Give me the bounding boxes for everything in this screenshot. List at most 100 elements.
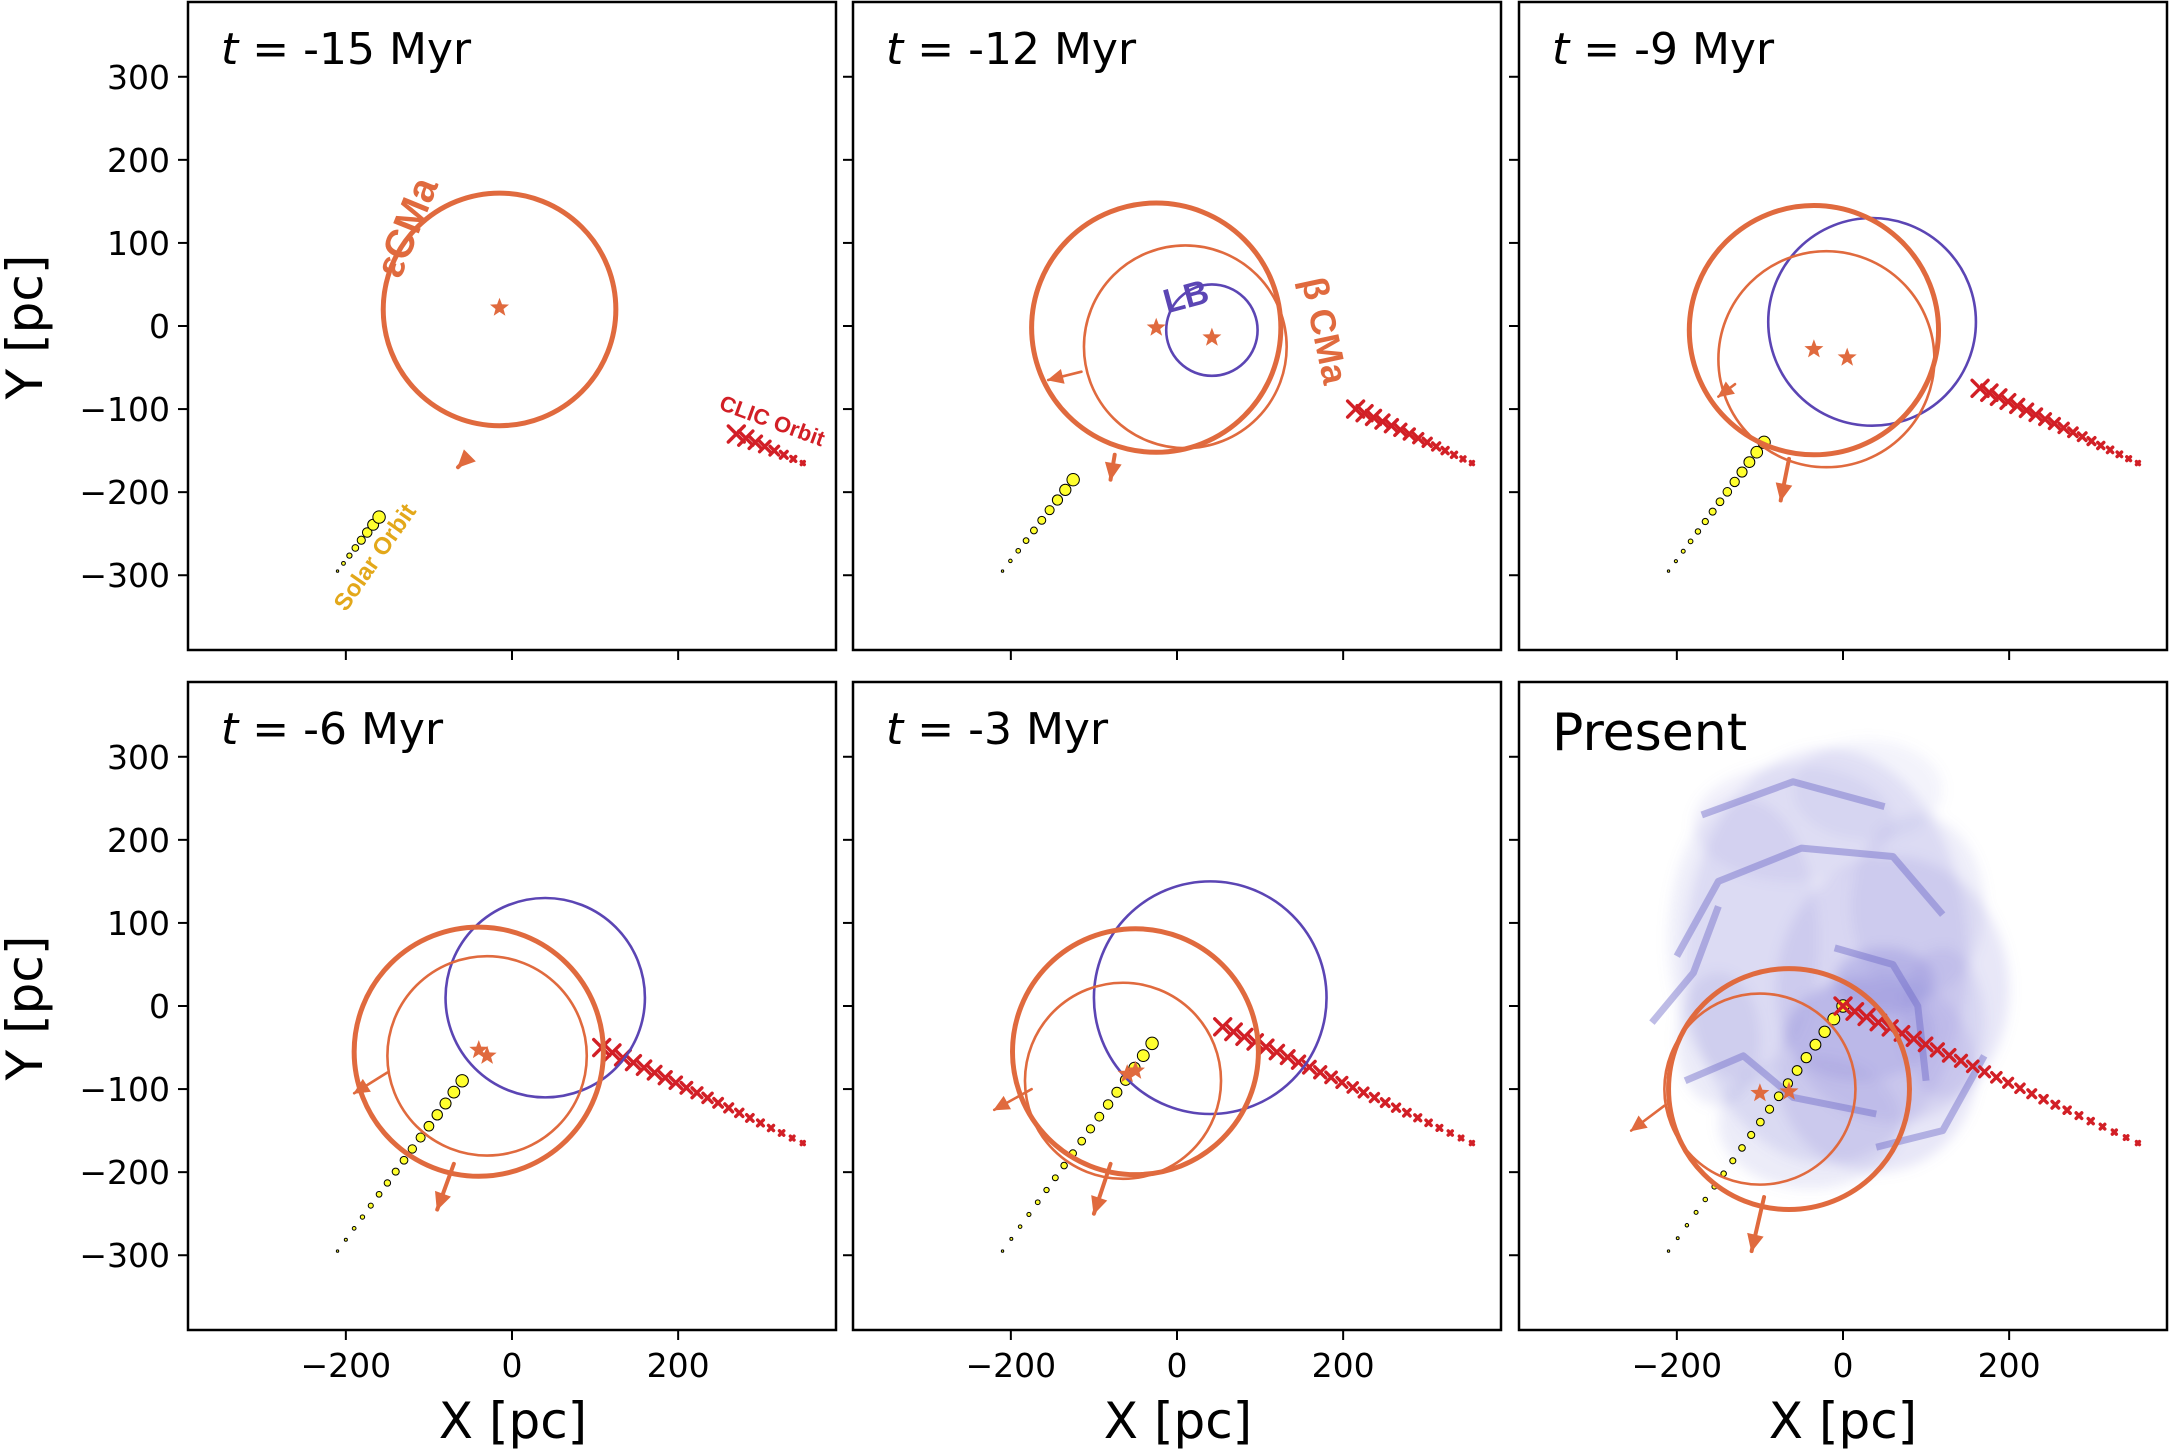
y-tick-label: 0 [149,987,170,1026]
cloud-blob [1793,740,1943,840]
clic-orbit-point [1355,404,1374,423]
clic-orbit-point [766,1123,776,1133]
solar-orbit-point [1750,445,1764,459]
y-tick-label: −200 [79,473,170,512]
clic-orbit-point [1279,1049,1296,1066]
y-tick-label: 200 [107,141,170,180]
solar-orbit-point [415,1132,426,1143]
clic-orbit-point [2134,459,2142,467]
solar-orbit-point [1059,483,1072,496]
eps-cma-arrow-head [1091,1195,1108,1215]
y-axis-label-bottom: Y [pc] [0,936,54,1082]
beta-cma-arrow-head [1717,381,1735,398]
solar-orbit-point [1738,1144,1746,1152]
solar-orbit-point [1722,487,1733,497]
solar-orbit-point [1022,537,1030,544]
clic-orbit-point [726,424,747,444]
eps-cma-shell [1666,966,1912,1213]
solar-orbit-point [407,1144,418,1154]
clic-orbit-point [624,1053,643,1072]
clic-orbit-point [1833,996,1853,1016]
panel-title-rest: = -6 Myr [238,704,444,755]
clic-orbit-point [1446,1129,1455,1137]
cloud-filament [1673,844,1946,958]
eps-cma-arrow-head [1104,461,1122,481]
x-axis-label-left: X [pc] [439,1392,587,1450]
y-tick-label: −200 [79,1153,170,1192]
x-tick-label: 200 [1312,1346,1375,1385]
solar-orbit-point [1764,1104,1775,1114]
clic-orbit-point [602,1043,622,1062]
solar-orbit-point [391,1167,400,1176]
eps-cma-star [490,297,509,316]
clic-orbit-point [2086,1116,2095,1126]
solar-orbit-point [1026,1211,1032,1218]
clic-orbit-point [723,1102,735,1114]
clic-orbit-point [1413,1113,1423,1123]
solar-orbit-point [1111,1086,1123,1098]
cloud-filament [1649,905,1722,1025]
clic-orbit-point [755,1118,766,1128]
clic-orbit-point [2062,1105,2072,1115]
solar-orbit-point [1060,1161,1068,1170]
solar-orbit-point [356,535,366,545]
clic-orbit-point [2074,1111,2084,1121]
panel-frame [851,0,1503,652]
clic-orbit-point [1468,459,1476,467]
solar-orbit-point [1051,494,1064,506]
panel-6: −200 0 200 Present [1509,680,2169,1385]
clic-orbit-point [2018,402,2035,419]
clic-orbit-point [2009,397,2026,415]
clic-orbit-point [1845,1002,1865,1021]
clic-orbit-point [2038,412,2053,427]
clic-orbit-point [2076,431,2088,443]
solar-orbit-point [367,1202,374,1209]
clic-orbit-point [1383,417,1400,434]
x-tick-label: 0 [502,1346,523,1385]
local-bubble-circle [1766,216,1978,427]
panel-title-prefix: t [1552,24,1571,75]
solar-orbit-point [1000,569,1005,573]
x-tick-label: −200 [966,1346,1057,1385]
solar-orbit-point [375,1190,383,1198]
x-tick-label: 0 [1167,1346,1188,1385]
local-bubble-circle [444,896,647,1099]
clic-orbit-label: CLIC Orbit [716,390,829,451]
clic-orbit-point [1224,1022,1243,1042]
y-tick-label: 100 [107,904,170,943]
clic-orbit-point [712,1096,725,1109]
solar-orbit-point [1773,1091,1784,1102]
solar-orbit-point [1085,1124,1096,1134]
local-bubble-circle [1092,880,1328,1116]
solar-orbit-point [351,1225,357,1231]
clic-orbit-point [668,1075,684,1091]
cloud-blob [1784,981,1935,1081]
clic-orbit-point [1459,455,1467,463]
clic-orbit-point [1457,1134,1465,1142]
clic-orbit-point [1468,1139,1476,1147]
plot-area [1629,740,2142,1254]
panel-4: −300 −200 −100 0 100 200 300 −200 0 200 t = -6 Myr [79,680,838,1385]
clic-orbit-point [657,1070,673,1086]
clic-orbit-point [2086,435,2097,447]
clic-orbit-point [1430,441,1442,452]
clic-orbit-point [1268,1043,1286,1061]
clic-orbit-point [2057,421,2070,435]
clic-orbit-point [1402,427,1416,441]
solar-orbit-point [1675,1236,1680,1241]
solar-orbit-point [431,1109,443,1121]
solar-orbit-point [1102,1099,1114,1110]
beta-cma-star [477,1045,497,1064]
clic-orbit-point [1290,1054,1307,1070]
eps-cma-star [1779,1081,1799,1100]
clic-orbit-point [1313,1065,1328,1080]
solar-orbit-point [341,560,346,566]
cloud-filament [1700,778,1886,819]
clic-orbit-point [1364,408,1383,427]
panel-title-prefix: t [221,704,240,755]
solar-orbit-point [1809,1038,1822,1051]
solar-orbit-point [1818,1025,1831,1038]
plot-area: LB β CMa [1000,200,1476,573]
cloud-filament [1683,1052,1877,1118]
